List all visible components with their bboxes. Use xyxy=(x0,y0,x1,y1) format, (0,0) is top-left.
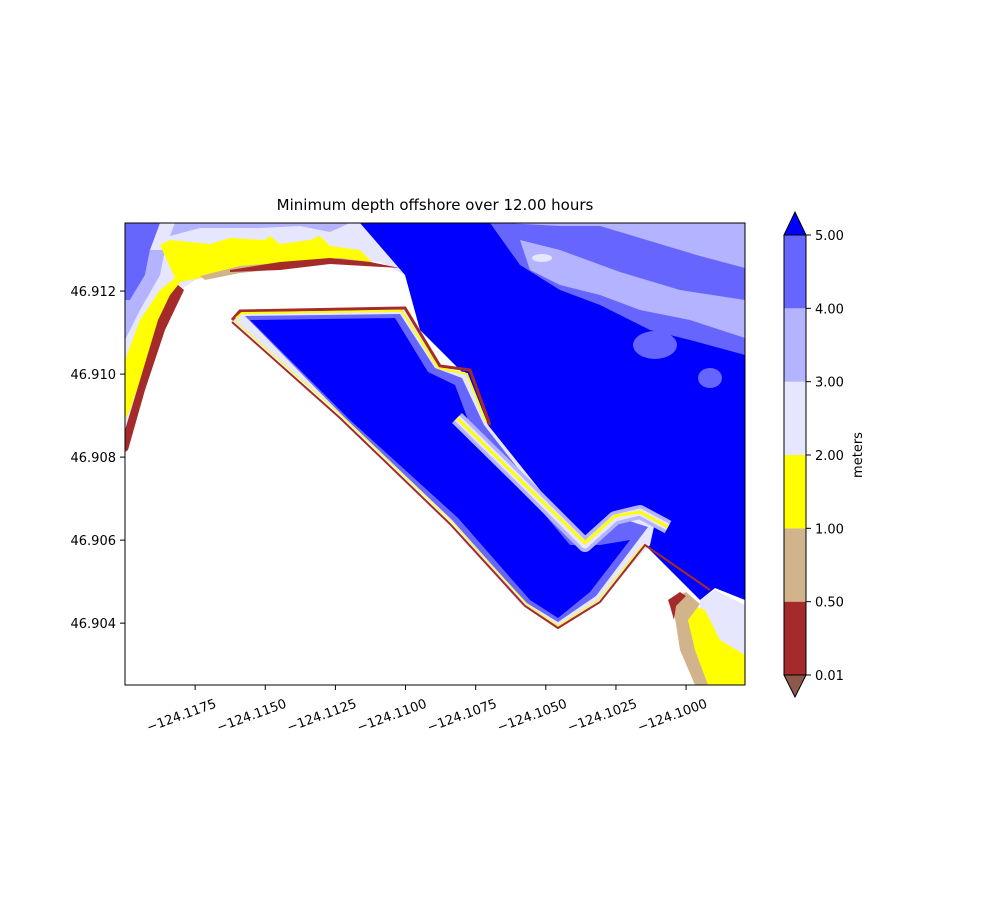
y-tick-label: 46.908 xyxy=(71,451,117,466)
area-1-2 xyxy=(125,236,372,420)
colorbar-tick-label: 3.00 xyxy=(815,376,844,391)
colorbar: 0.01 0.50 1.00 2.00 3.00 4.00 5.00 xyxy=(783,210,844,699)
colorbar-segment xyxy=(784,381,806,455)
rim-1-2 xyxy=(235,309,487,423)
colorbar-tick-label: 5.00 xyxy=(815,229,844,244)
area-3-4 xyxy=(125,223,350,236)
rim-001-05 xyxy=(231,321,711,630)
chart-title: Minimum depth offshore over 12.00 hours xyxy=(277,196,594,214)
x-tick-label: −124.1100 xyxy=(355,697,429,736)
area-001-05 xyxy=(230,258,400,272)
colorbar-tick-label: 2.00 xyxy=(815,449,844,464)
x-tick-label: −124.1175 xyxy=(145,697,219,736)
y-tick-label: 46.904 xyxy=(71,617,117,632)
colorbar-extend-under xyxy=(783,674,807,699)
map xyxy=(125,223,745,685)
area-over-5 xyxy=(250,318,630,618)
colorbar-tick-label: 1.00 xyxy=(815,522,844,537)
x-tick-label: −124.1075 xyxy=(425,697,499,736)
area-4-5 xyxy=(125,223,160,300)
x-tick-label: −124.1125 xyxy=(285,697,359,736)
colorbar-tick-label: 4.00 xyxy=(815,302,844,317)
colorbar-segment xyxy=(784,528,806,602)
rim-1-2 xyxy=(233,319,644,627)
colorbar-segment xyxy=(784,455,806,529)
colorbar-label: meters xyxy=(851,432,866,478)
x-tick-label: −124.1025 xyxy=(566,697,640,736)
x-tick-label: −124.1150 xyxy=(215,697,289,736)
area-3-4 xyxy=(125,250,165,340)
area-4-5 xyxy=(633,331,677,359)
area-3-4 xyxy=(520,240,745,338)
area-001-05 xyxy=(125,285,184,452)
y-tick-label: 46.906 xyxy=(71,534,117,549)
area-4-5 xyxy=(698,368,722,388)
area-3-4 xyxy=(505,223,745,268)
area-001-05 xyxy=(668,592,686,620)
colorbar-segment xyxy=(784,235,806,309)
x-tick-label: −124.1000 xyxy=(636,697,710,736)
y-tick-label: 46.910 xyxy=(71,368,117,383)
x-tick-label: −124.1050 xyxy=(496,697,570,736)
plot-frame xyxy=(124,222,746,686)
y-tick-label: 46.912 xyxy=(71,285,117,300)
area-05-1 xyxy=(672,592,708,685)
colorbar-tick-label: 0.50 xyxy=(815,596,844,611)
colorbar-segment xyxy=(784,308,806,382)
area-2-3 xyxy=(532,254,552,262)
colorbar-segment xyxy=(784,601,806,675)
breakwater-1-2 xyxy=(455,416,669,545)
colorbar-tick-label: 0.01 xyxy=(815,669,844,684)
rim-001-05 xyxy=(230,306,492,426)
colorbar-extend-over xyxy=(783,210,807,236)
